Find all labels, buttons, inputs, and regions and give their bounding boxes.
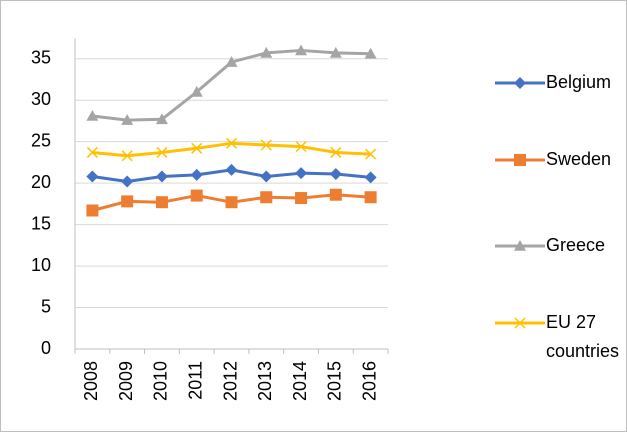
y-tick-label: 30 bbox=[31, 89, 51, 109]
data-point bbox=[295, 192, 308, 205]
legend-label: Greece bbox=[546, 235, 606, 255]
data-point bbox=[329, 168, 342, 181]
data-point bbox=[295, 167, 308, 180]
data-point bbox=[156, 146, 168, 158]
data-point bbox=[365, 148, 377, 160]
data-point bbox=[155, 170, 168, 183]
y-tick-label: 5 bbox=[41, 296, 51, 316]
legend-label: Belgium bbox=[546, 72, 612, 92]
x-tick-label: 2012 bbox=[220, 361, 240, 401]
y-tick-label: 25 bbox=[31, 130, 51, 150]
data-point bbox=[86, 109, 99, 121]
data-point bbox=[225, 137, 238, 149]
data-point bbox=[191, 142, 203, 154]
x-tick-label: 2009 bbox=[116, 361, 136, 401]
data-point bbox=[364, 47, 377, 59]
legend-marker bbox=[514, 77, 526, 89]
x-tick-label: 2008 bbox=[81, 361, 101, 401]
data-point bbox=[260, 46, 273, 58]
data-point bbox=[364, 171, 377, 184]
legend-marker bbox=[514, 154, 526, 166]
y-tick-label: 15 bbox=[31, 213, 51, 233]
data-point bbox=[295, 44, 308, 56]
legend-marker bbox=[514, 240, 526, 251]
x-tick-label: 2016 bbox=[359, 361, 379, 401]
data-point bbox=[155, 113, 168, 125]
data-point bbox=[225, 196, 238, 209]
x-tick-label: 2011 bbox=[185, 361, 205, 400]
data-point bbox=[329, 188, 342, 201]
data-point bbox=[86, 170, 99, 183]
data-point bbox=[260, 139, 272, 151]
data-point bbox=[225, 163, 238, 176]
data-point bbox=[260, 191, 273, 204]
data-point bbox=[364, 191, 377, 204]
x-tick-label: 2014 bbox=[290, 361, 310, 401]
legend-label: EU 27 countries bbox=[546, 312, 620, 361]
y-tick-label: 35 bbox=[31, 47, 51, 67]
data-point bbox=[86, 146, 98, 158]
x-tick-label: 2015 bbox=[325, 361, 345, 401]
data-point bbox=[190, 189, 203, 202]
legend-marker bbox=[514, 317, 526, 329]
data-point bbox=[121, 114, 134, 125]
data-point bbox=[155, 196, 168, 209]
data-point bbox=[121, 175, 134, 188]
data-point bbox=[225, 56, 238, 67]
legend-label: Sweden bbox=[546, 149, 612, 169]
data-point bbox=[329, 46, 342, 58]
x-tick-label: 2010 bbox=[151, 361, 171, 401]
data-point bbox=[121, 150, 133, 162]
data-point bbox=[190, 85, 203, 97]
y-tick-label: 10 bbox=[31, 255, 51, 275]
y-tick-label: 20 bbox=[31, 172, 51, 192]
data-point bbox=[121, 195, 134, 208]
x-tick-label: 2013 bbox=[255, 361, 275, 401]
data-point bbox=[190, 168, 203, 181]
data-point bbox=[86, 204, 99, 217]
data-point bbox=[295, 141, 307, 153]
data-point bbox=[330, 146, 342, 158]
y-tick-label: 0 bbox=[41, 338, 51, 358]
data-point bbox=[260, 170, 273, 183]
